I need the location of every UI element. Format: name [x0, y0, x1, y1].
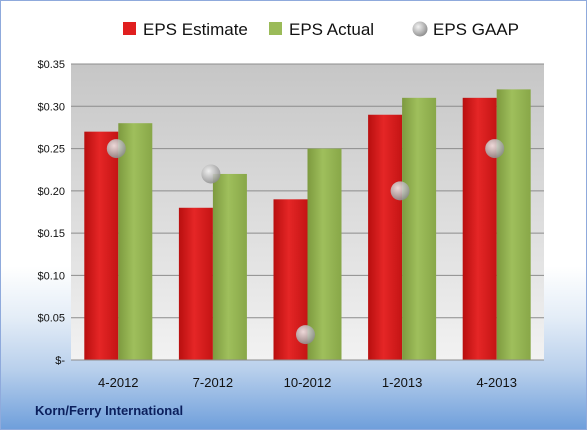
legend: EPS Estimate EPS Actual EPS GAAP [123, 20, 519, 39]
company-label: Korn/Ferry International [35, 403, 184, 418]
actual-bar-10-2012 [307, 148, 342, 360]
legend-swatch-estimate [123, 22, 136, 35]
legend-label: EPS Estimate [143, 20, 248, 39]
x-tick-label: 10-2012 [284, 375, 332, 390]
gaap-marker-1-2013 [390, 181, 410, 201]
x-tick-label: 1-2013 [382, 375, 422, 390]
actual-bar-7-2012 [212, 173, 247, 360]
y-tick-label: $- [55, 355, 65, 367]
estimate-bar-1-2013 [368, 114, 403, 360]
legend-label: EPS GAAP [433, 20, 519, 39]
y-tick-label: $0.30 [37, 101, 65, 113]
bars [84, 89, 531, 360]
legend-swatch-actual [269, 22, 282, 35]
y-axis: $- $0.05 $0.10 $0.15 $0.20 $0.25 $0.30 $0.35 [37, 59, 544, 367]
x-tick-label: 4-2012 [98, 375, 138, 390]
x-axis: 4-2012 7-2012 10-2012 1-2013 4-2013 [98, 375, 517, 390]
actual-bar-4-2012 [118, 123, 153, 360]
gaap-marker-4-2012 [106, 139, 126, 159]
y-tick-label: $0.05 [37, 313, 65, 325]
gaap-marker-4-2013 [485, 139, 505, 159]
x-tick-label: 7-2012 [193, 375, 233, 390]
estimate-bar-4-2013 [462, 97, 497, 360]
legend-swatch-gaap [412, 21, 428, 37]
gaap-marker-7-2012 [201, 164, 221, 184]
y-tick-label: $0.20 [37, 186, 65, 198]
legend-label: EPS Actual [289, 20, 374, 39]
estimate-bar-7-2012 [178, 207, 213, 360]
eps-chart: EPS Estimate EPS Actual EPS GAAP $- $0.05 $0… [37, 20, 544, 390]
actual-bar-4-2013 [496, 89, 531, 360]
x-tick-label: 4-2013 [476, 375, 516, 390]
estimate-bar-4-2012 [84, 131, 119, 360]
y-tick-label: $0.10 [37, 270, 65, 282]
y-tick-label: $0.25 [37, 144, 65, 156]
y-tick-label: $0.35 [37, 59, 65, 71]
gaap-marker-10-2012 [296, 325, 315, 345]
gaap-markers [106, 139, 505, 345]
actual-bar-1-2013 [402, 97, 437, 360]
y-tick-label: $0.15 [37, 228, 65, 240]
